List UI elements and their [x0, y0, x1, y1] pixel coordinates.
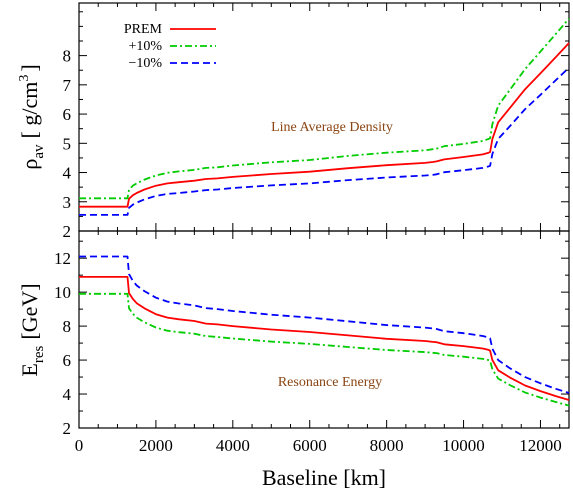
density-series-prem: [79, 42, 570, 208]
energy-plot-frame: [78, 230, 570, 429]
energy-ylabel-symbol: E: [17, 363, 42, 376]
energy-ylabel-sub: res: [31, 345, 47, 363]
density-series-minus10: [79, 66, 570, 216]
legend-label-prem: PREM: [124, 22, 163, 37]
x-tick-label: 4000: [216, 436, 250, 455]
energy-y-tick-label: 10: [54, 283, 71, 302]
energy-y-tick-label: 8: [63, 317, 72, 336]
legend: PREM +10% −10%: [124, 22, 216, 71]
energy-y-tick-label: 6: [63, 351, 72, 370]
density-series-plus10: [79, 17, 570, 200]
density-y-tick-label: 8: [63, 47, 72, 66]
density-ylabel-unit: [ g/cm: [17, 82, 42, 139]
energy-panel: 2 4 6 8 10 12 0 2000 4000 6000 8000 10000 12000 Reso…: [17, 230, 570, 490]
energy-y-tick-label: 12: [54, 249, 71, 268]
density-annotation: Line Average Density: [271, 120, 393, 135]
legend-label-minus10: −10%: [128, 56, 162, 71]
x-tick-label: 8000: [370, 436, 404, 455]
density-ylabel-sub: av: [31, 144, 47, 159]
density-y-tick-label: 2: [63, 222, 72, 241]
energy-axes: 2 4 6 8 10 12 0 2000 4000 6000 8000 10000 12000: [54, 231, 569, 455]
density-series-group: [79, 17, 570, 216]
density-y-tick-label: 4: [63, 164, 72, 183]
energy-y-tick-label: 2: [63, 419, 72, 438]
density-ylabel-unit-sup: 3: [17, 75, 32, 82]
energy-series-minus10: [79, 255, 570, 394]
energy-y-axis-label: Eres [GeV]: [17, 283, 47, 376]
energy-series-plus10: [79, 292, 570, 407]
x-tick-label: 12000: [519, 436, 562, 455]
x-axis-label: Baseline [km]: [262, 465, 386, 490]
energy-ylabel-unit: [GeV]: [17, 283, 42, 339]
density-y-axis-label: ρav [ g/cm3]: [17, 64, 47, 169]
density-panel: 2 3 4 5 6 7 8 Line Average Density PREM +10% −…: [17, 2, 570, 241]
legend-label-plus10: +10%: [128, 39, 162, 54]
density-ylabel-unit-close: ]: [17, 64, 42, 71]
x-tick-label: 6000: [293, 436, 327, 455]
density-y-axis: 2 3 4 5 6 7 8: [63, 3, 569, 241]
energy-annotation: Resonance Energy: [278, 375, 382, 390]
x-tick-label: 0: [75, 436, 84, 455]
energy-series-group: [79, 255, 570, 407]
density-y-tick-label: 7: [63, 76, 72, 95]
density-y-tick-label: 6: [63, 105, 72, 124]
density-ylabel-symbol: ρ: [17, 159, 42, 170]
energy-series-prem: [79, 275, 570, 401]
x-tick-label: 2000: [139, 436, 173, 455]
density-y-tick-label: 5: [63, 134, 72, 153]
density-y-tick-label: 3: [63, 193, 72, 212]
x-tick-label: 10000: [442, 436, 485, 455]
energy-y-tick-label: 4: [63, 385, 72, 404]
